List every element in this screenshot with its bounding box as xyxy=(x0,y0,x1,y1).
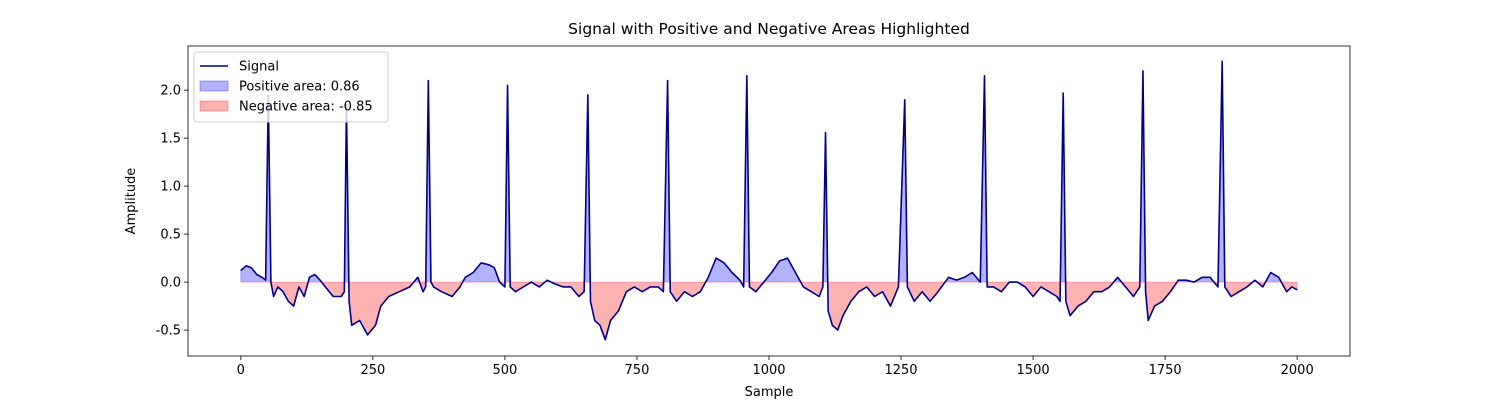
legend-label: Negative area: -0.85 xyxy=(239,100,373,115)
signal-line xyxy=(240,60,1298,341)
y-tick-label: -0.5 xyxy=(156,324,181,339)
legend-patch xyxy=(199,100,229,112)
y-tick-label: 0.5 xyxy=(160,228,181,243)
chart-title: Signal with Positive and Negative Areas … xyxy=(568,20,970,38)
x-tick-label: 1500 xyxy=(1017,363,1050,378)
plot-area xyxy=(240,60,1298,341)
legend-box xyxy=(193,51,389,123)
x-tick-label: 750 xyxy=(625,363,650,378)
x-tick-label: 1750 xyxy=(1149,363,1182,378)
y-axis-label: Amplitude xyxy=(124,168,139,235)
y-tick-label: 2.0 xyxy=(160,84,181,99)
x-tick-label: 0 xyxy=(237,363,245,378)
x-tick-label: 500 xyxy=(492,363,517,378)
legend-label: Positive area: 0.86 xyxy=(239,80,360,95)
legend-patch xyxy=(199,80,229,92)
x-tick-label: 1250 xyxy=(884,363,917,378)
x-axis-label: Sample xyxy=(745,385,794,400)
legend-label: Signal xyxy=(239,60,279,75)
y-tick-label: 1.5 xyxy=(160,132,181,147)
x-tick-label: 2000 xyxy=(1281,363,1314,378)
y-tick-label: 1.0 xyxy=(160,180,181,195)
y-tick-label: 0.0 xyxy=(160,276,181,291)
x-tick-label: 1000 xyxy=(752,363,785,378)
x-tick-label: 250 xyxy=(360,363,385,378)
